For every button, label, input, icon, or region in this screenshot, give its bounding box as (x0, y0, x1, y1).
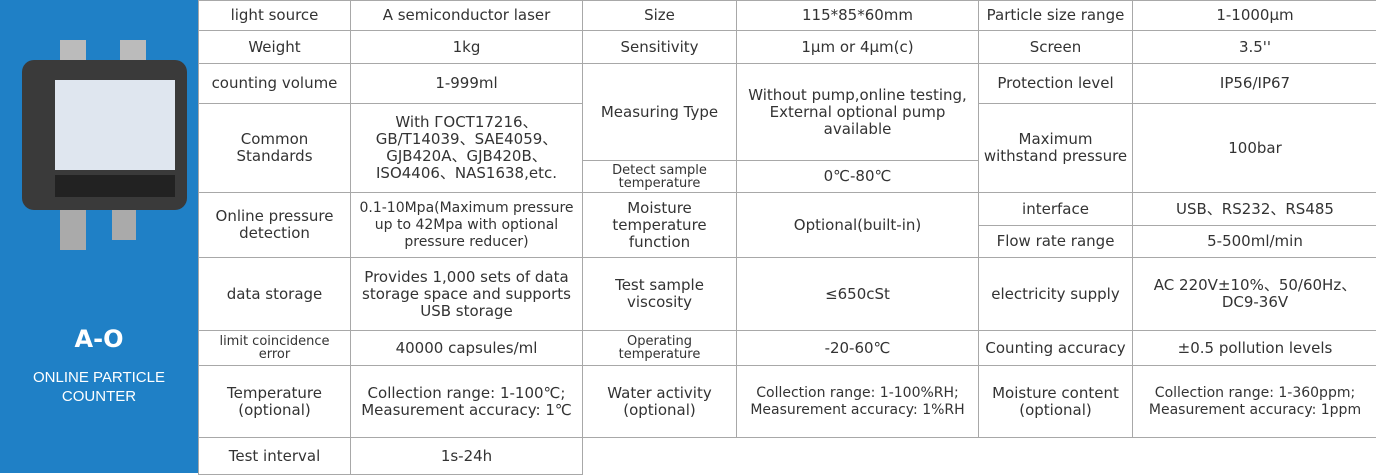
spec-label: Temperature (optional) (198, 365, 351, 438)
spec-value: With ГОСТ17216、GB/T14039、SAE4059、GJB420A… (350, 103, 583, 193)
spec-label: interface (978, 192, 1133, 226)
spec-label: Moisture content (optional) (978, 365, 1133, 438)
spec-value: Provides 1,000 sets of data storage spac… (350, 257, 583, 331)
product-panel: A-O ONLINE PARTICLE COUNTER (0, 0, 198, 473)
spec-label: Detect sample temperature (582, 160, 737, 193)
product-subtitle: ONLINE PARTICLE COUNTER (0, 368, 198, 406)
spec-value: Collection range: 1-360ppm; Measurement … (1132, 365, 1376, 438)
spec-label: limit coincidence error (198, 330, 351, 366)
spec-value: 1s-24h (350, 437, 583, 475)
spec-value: -20-60℃ (736, 330, 979, 366)
spec-value: 100bar (1132, 103, 1376, 193)
spec-value: USB、RS232、RS485 (1132, 192, 1376, 226)
spec-label: Counting accuracy (978, 330, 1133, 366)
spec-value: 1μm or 4μm(c) (736, 30, 979, 64)
spec-value: 1-999ml (350, 63, 583, 104)
spec-value: AC 220V±10%、50/60Hz、DC9-36V (1132, 257, 1376, 331)
spec-value: 0.1-10Mpa(Maximum pressure up to 42Mpa w… (350, 192, 583, 258)
spec-label: Sensitivity (582, 30, 737, 64)
spec-value: Collection range: 1-100%RH; Measurement … (736, 365, 979, 438)
spec-label: light source (198, 0, 351, 31)
spec-value: 0℃-80℃ (736, 160, 979, 193)
spec-value: 3.5'' (1132, 30, 1376, 64)
spec-value: ≤650cSt (736, 257, 979, 331)
spec-label: Moisture temperature function (582, 192, 737, 258)
spec-value: Collection range: 1-100℃; Measurement ac… (350, 365, 583, 438)
spec-value: 5-500ml/min (1132, 225, 1376, 258)
product-name: A-O (0, 325, 198, 353)
page: A-O ONLINE PARTICLE COUNTER light source… (0, 0, 1376, 473)
spec-label: Size (582, 0, 737, 31)
spec-value: ±0.5 pollution levels (1132, 330, 1376, 366)
spec-label: Screen (978, 30, 1133, 64)
spec-label: Measuring Type (582, 63, 737, 161)
spec-value: 115*85*60mm (736, 0, 979, 31)
spec-value: 1-1000μm (1132, 0, 1376, 31)
spec-label: electricity supply (978, 257, 1133, 331)
spec-value: Without pump,online testing, External op… (736, 63, 979, 161)
spec-label: Online pressure detection (198, 192, 351, 258)
spec-value: Optional(built-in) (736, 192, 979, 258)
device-illustration (0, 0, 198, 300)
spec-label: data storage (198, 257, 351, 331)
spec-label: Weight (198, 30, 351, 64)
spec-label: Maximum withstand pressure (978, 103, 1133, 193)
spec-label: Flow rate range (978, 225, 1133, 258)
spec-label: counting volume (198, 63, 351, 104)
spec-label: Water activity (optional) (582, 365, 737, 438)
spec-label: Particle size range (978, 0, 1133, 31)
spec-label: Test sample viscosity (582, 257, 737, 331)
spec-label: Test interval (198, 437, 351, 475)
spec-value: 1kg (350, 30, 583, 64)
spec-value: IP56/IP67 (1132, 63, 1376, 104)
spec-value: A semiconductor laser (350, 0, 583, 31)
spec-value: 40000 capsules/ml (350, 330, 583, 366)
spec-label: Common Standards (198, 103, 351, 193)
spec-label: Operating temperature (582, 330, 737, 366)
spec-label: Protection level (978, 63, 1133, 104)
